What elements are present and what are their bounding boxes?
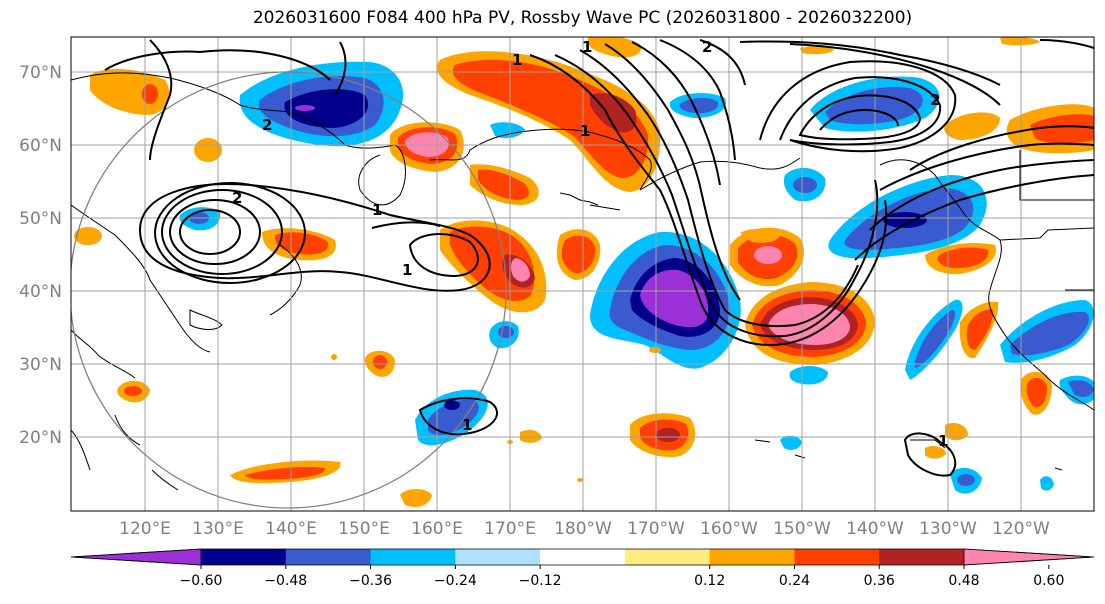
lon-label: 140°E <box>265 519 317 539</box>
colorbar-segment <box>370 549 456 565</box>
map-frame <box>70 36 1095 512</box>
lon-label: 140°W <box>846 519 904 539</box>
contour-label: 2 <box>262 116 272 134</box>
colorbar-tick-label: −0.60 <box>180 573 223 589</box>
contour-label: 1 <box>580 122 590 140</box>
colorbar-extend-min <box>70 548 202 566</box>
lon-label: 130°E <box>192 519 244 539</box>
colorbar-tick-label: 0.48 <box>948 573 979 589</box>
longitude-labels: 120°E 130°E 140°E 150°E 160°E 170°E 180°… <box>119 519 1050 539</box>
contour-label: 2 <box>702 38 712 56</box>
colorbar-tick-label: 0.24 <box>779 573 810 589</box>
contour-label: 1 <box>582 38 592 56</box>
colorbar: −0.60 −0.48 −0.36 −0.24 −0.12 0.12 0.24 0.36 0.4… <box>70 548 1095 589</box>
colorbar-segment <box>540 549 626 565</box>
contour-label: 1 <box>938 432 948 450</box>
colorbar-segments <box>70 548 1095 566</box>
contour-label: 1 <box>462 416 472 434</box>
gridlines <box>71 37 1094 511</box>
contour-label: 1 <box>372 201 382 219</box>
colorbar-tick-label: 0.12 <box>694 573 725 589</box>
lon-label: 150°E <box>338 519 390 539</box>
lat-label: 20°N <box>19 428 62 448</box>
lon-label: 130°W <box>919 519 977 539</box>
lon-label: 170°E <box>484 519 536 539</box>
colorbar-segment <box>285 549 372 565</box>
lat-label: 50°N <box>19 209 62 229</box>
lon-label: 160°E <box>411 519 463 539</box>
colorbar-segment <box>879 549 965 565</box>
contour-label: 2 <box>232 189 242 207</box>
colorbar-tick-label: −0.24 <box>434 573 477 589</box>
positive-anomaly-misc <box>74 37 1094 507</box>
lon-label: 180°W <box>554 519 612 539</box>
lon-label: 160°W <box>700 519 758 539</box>
lon-label: 150°W <box>773 519 831 539</box>
rossby-wave-pc-contours <box>104 39 1094 477</box>
colorbar-segment <box>455 549 541 565</box>
colorbar-tick-label: 0.36 <box>864 573 895 589</box>
positive-anomaly-subtropical-ridge <box>730 227 875 365</box>
colorbar-segment <box>709 549 795 565</box>
latitude-labels: 70°N 60°N 50°N 40°N 30°N 20°N <box>19 63 62 448</box>
colorbar-segment <box>624 549 711 565</box>
colorbar-tick-label: −0.12 <box>519 573 562 589</box>
negative-anomaly-kamchatka <box>239 61 404 147</box>
negative-anomaly-central-pacific <box>590 231 741 369</box>
lat-label: 40°N <box>19 282 62 302</box>
lon-label: 120°E <box>119 519 171 539</box>
colorbar-tick-label: 0.60 <box>1033 573 1064 589</box>
lon-label: 170°W <box>627 519 685 539</box>
colorbar-tick-label: −0.36 <box>349 573 392 589</box>
colorbar-extend-max <box>963 548 1095 566</box>
colorbar-segment <box>201 549 287 565</box>
negative-anomaly-northeast <box>669 76 940 132</box>
contour-label: 1 <box>402 261 412 279</box>
contour-labels: 1 1 1 2 2 2 1 1 2 1 1 <box>232 38 948 450</box>
lon-label: 120°W <box>992 519 1050 539</box>
colorbar-tick-label: −0.48 <box>264 573 307 589</box>
lat-label: 60°N <box>19 136 62 156</box>
lat-label: 70°N <box>19 63 62 83</box>
negative-anomaly-gulf-alaska <box>828 175 987 259</box>
map-title: 2026031600 F084 400 hPa PV, Rossby Wave … <box>252 8 913 28</box>
colorbar-ticks: −0.60 −0.48 −0.36 −0.24 −0.12 0.12 0.24 0.36 0.4… <box>180 565 1064 589</box>
contour-label: 1 <box>512 51 522 69</box>
positive-anomaly-dateline <box>440 164 601 313</box>
range-circle <box>71 71 507 509</box>
colorbar-segment <box>794 549 880 565</box>
lat-label: 30°N <box>19 355 62 375</box>
contour-label: 2 <box>930 91 940 109</box>
pv-anomaly-fields <box>74 37 1094 507</box>
